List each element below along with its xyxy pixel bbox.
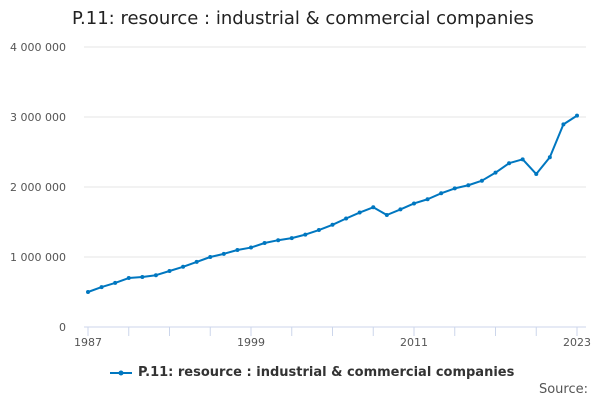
data-point — [398, 207, 403, 212]
data-point — [99, 285, 104, 290]
data-point — [534, 172, 539, 177]
data-point — [466, 183, 471, 188]
data-point — [371, 205, 376, 210]
data-point — [86, 290, 90, 294]
y-tick-label: 4 000 000 — [10, 41, 66, 54]
data-point — [221, 251, 226, 256]
data-point — [479, 178, 484, 183]
y-tick-label: 3 000 000 — [10, 111, 66, 124]
x-tick-label: 1987 — [74, 336, 102, 349]
data-point — [194, 259, 199, 264]
data-point — [167, 269, 172, 273]
data-point — [507, 161, 512, 166]
data-point — [208, 255, 213, 259]
y-tick-label: 2 000 000 — [10, 181, 66, 194]
y-tick-label: 1 000 000 — [10, 251, 66, 264]
x-tick-label: 1999 — [237, 336, 265, 349]
data-point — [153, 273, 158, 278]
x-tick-label: 2011 — [400, 336, 428, 349]
y-tick-label: 0 — [59, 321, 66, 334]
data-point — [412, 201, 416, 206]
data-point — [344, 216, 349, 221]
legend[interactable]: P.11: resource : industrial & commercial… — [110, 365, 514, 380]
data-point — [561, 122, 566, 127]
data-point — [357, 210, 362, 215]
series-line — [87, 114, 578, 293]
data-point — [181, 264, 186, 269]
data-point — [520, 157, 525, 162]
data-point — [493, 170, 498, 175]
source-label: Source: — [538, 382, 588, 397]
data-point — [289, 236, 294, 241]
data-point — [425, 197, 430, 202]
data-point — [126, 276, 131, 280]
data-point — [384, 213, 389, 217]
data-point — [330, 222, 335, 227]
data-point — [303, 232, 308, 237]
data-point — [235, 248, 240, 252]
data-point — [575, 113, 579, 118]
data-point — [316, 228, 321, 233]
data-point — [439, 191, 444, 196]
data-point — [452, 186, 457, 191]
data-point — [249, 245, 253, 250]
chart-title: P.11: resource : industrial & commercial… — [72, 8, 534, 29]
data-point — [547, 155, 552, 160]
data-point — [276, 238, 281, 243]
legend-label: P.11: resource : industrial & commercial… — [138, 365, 515, 380]
data-point — [262, 241, 267, 245]
data-point — [140, 274, 145, 279]
legend-marker-icon — [110, 370, 132, 375]
data-point — [113, 280, 118, 285]
x-tick-label: 2023 — [563, 336, 591, 349]
